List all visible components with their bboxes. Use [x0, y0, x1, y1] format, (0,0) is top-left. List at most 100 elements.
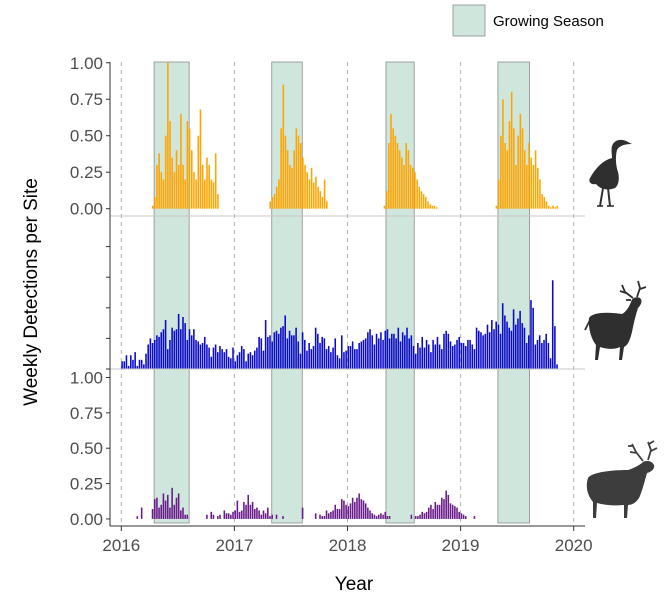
caribou-bar [230, 358, 232, 369]
reindeer-bar [260, 514, 263, 519]
caribou-bar [454, 344, 456, 369]
caribou-bar [538, 335, 541, 369]
caribou-bar [217, 352, 219, 369]
caribou-bar [480, 332, 482, 369]
caribou-bar [212, 347, 215, 369]
caribou-bar [147, 344, 149, 369]
crane-bar [208, 164, 210, 209]
caribou-bar [380, 332, 382, 369]
crane-bar [321, 197, 324, 209]
caribou-bar [488, 332, 491, 369]
caribou-bar [130, 355, 132, 369]
caribou-bar [545, 333, 547, 369]
caribou-bar [393, 333, 395, 369]
crane-bar [534, 150, 537, 209]
crane-bar [295, 128, 298, 209]
legend-label: Growing Season [493, 13, 604, 30]
caribou-bar [214, 344, 217, 369]
caribou-bar [343, 352, 345, 369]
reindeer-bar [240, 510, 243, 519]
caribou-bar [323, 338, 326, 369]
crane-bar [547, 205, 550, 209]
caribou-bar [149, 338, 152, 369]
reindeer-bar [367, 507, 369, 519]
caribou-bar [367, 332, 369, 369]
crane-bar [550, 207, 552, 209]
caribou-bar [375, 333, 378, 369]
reindeer-bar [441, 497, 443, 519]
crane-bar [206, 157, 208, 209]
crane-bar [167, 62, 169, 209]
crane-bar [156, 164, 158, 209]
caribou-bar [438, 344, 441, 369]
caribou-bar [519, 310, 521, 369]
caribou-bar [317, 333, 319, 369]
caribou-bar [267, 336, 269, 369]
crane-y-tick-label: 0.25 [70, 163, 103, 182]
crane-bar [317, 186, 319, 209]
reindeer-bar [473, 516, 476, 519]
caribou-bar [499, 333, 502, 369]
caribou-bar [419, 347, 421, 369]
caribou-bar [182, 316, 184, 369]
reindeer-bar [464, 516, 467, 519]
caribou-bar [536, 339, 539, 369]
caribou-bar [173, 330, 176, 369]
caribou-bar [482, 335, 484, 369]
reindeer-bar [319, 514, 321, 519]
crane-bar [519, 113, 522, 209]
reindeer-bar [225, 513, 228, 519]
caribou-bar [530, 300, 532, 369]
crane-bar [214, 153, 217, 209]
crane-bar [180, 113, 182, 209]
caribou-bar [554, 326, 556, 369]
caribou-bar [414, 353, 417, 369]
caribou-bar [258, 336, 260, 369]
caribou-bar [197, 341, 200, 369]
crane-bar [173, 172, 176, 209]
caribou-bar [232, 347, 234, 369]
caribou-bar [443, 333, 445, 369]
reindeer-bar [264, 513, 267, 519]
caribou-bar [471, 344, 474, 369]
caribou-bar [356, 349, 358, 369]
crane-bar [398, 150, 401, 209]
crane-bar [407, 150, 410, 209]
crane-bar [539, 179, 541, 209]
caribou-bar [336, 355, 339, 369]
caribou-bar [145, 353, 147, 369]
axes: 0.00 0.25 0.50 0.75 1.00 0.00 0.25 0.50 0.75 1.00… [70, 54, 593, 555]
crane-bar [554, 207, 556, 209]
crane-bar [154, 197, 156, 209]
crane-bar [556, 205, 559, 209]
crane-bar [545, 201, 548, 209]
reindeer-bar [438, 504, 441, 519]
caribou-bar [397, 327, 400, 369]
crane-bar [510, 91, 513, 209]
crane-bar [197, 135, 200, 209]
reindeer-bar [171, 487, 173, 519]
reindeer-bar [436, 504, 439, 519]
crane-bar [199, 109, 202, 209]
caribou-bar [504, 315, 506, 369]
caribou-bar [349, 346, 352, 369]
growing-season-band [385, 61, 415, 524]
crane-bar [427, 201, 429, 209]
caribou-bar [445, 330, 447, 369]
reindeer-bar [227, 513, 230, 519]
reindeer-icon [586, 440, 658, 518]
reindeer-bar [162, 493, 165, 519]
caribou-bar [364, 338, 367, 369]
reindeer-bar [356, 497, 358, 519]
crane-bar [497, 179, 500, 209]
crane-bar [414, 172, 416, 209]
crane-bar [271, 197, 274, 209]
reindeer-bar [336, 509, 339, 519]
caribou-bar [534, 344, 537, 369]
caribou-bar [441, 349, 443, 369]
caribou-bar [193, 329, 195, 369]
caribou-bar [143, 364, 145, 369]
reindeer-bar [449, 503, 452, 519]
crane-bar [431, 205, 434, 209]
caribou-bar [491, 320, 493, 369]
